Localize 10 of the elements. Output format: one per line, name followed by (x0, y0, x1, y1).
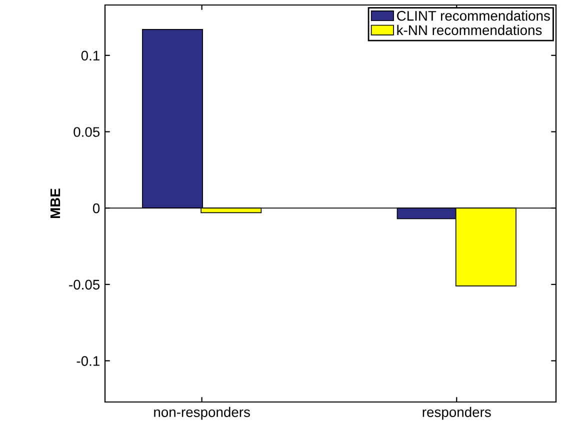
y-tick-label: -0.05 (69, 280, 100, 290)
x-tick-label: responders (422, 406, 491, 420)
y-tick-label: -0.1 (76, 356, 100, 366)
y-tick-label: 0.1 (81, 50, 100, 61)
legend-label: CLINT recommendations (397, 10, 550, 21)
legend-label: k-NN recommendations (397, 24, 542, 36)
y-axis-title: MBE (50, 188, 60, 218)
x-tick-label: non-responders (154, 406, 250, 420)
y-tick-label: 0 (92, 203, 100, 214)
y-tick-label: 0.05 (74, 127, 100, 137)
